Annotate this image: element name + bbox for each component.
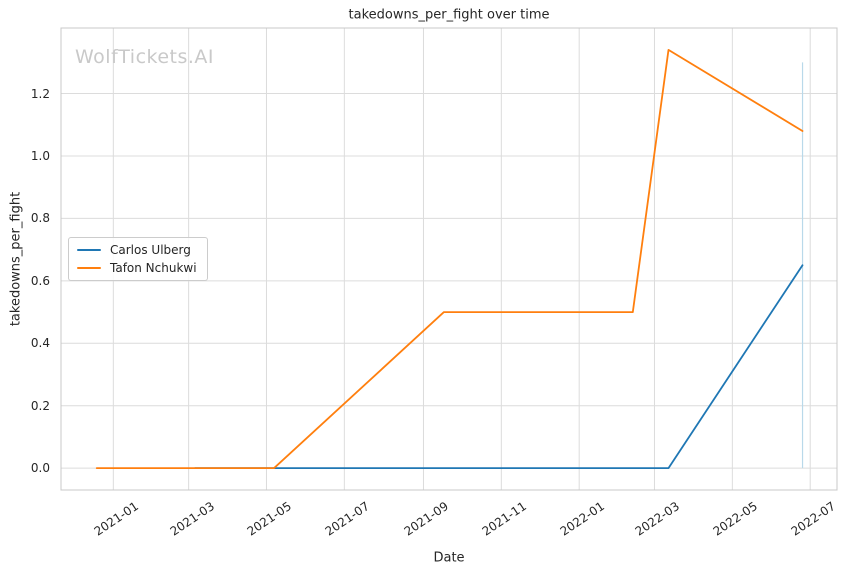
y-tick-label: 0.2 xyxy=(30,398,50,413)
legend-item: Carlos Ulberg xyxy=(77,243,197,257)
series-line-tafon-nchukwi xyxy=(95,49,804,470)
watermark-text: WolfTickets.AI xyxy=(75,46,215,68)
series-line-carlos-ulberg xyxy=(194,264,804,470)
x-axis-label: Date xyxy=(433,550,465,566)
y-tick-label: 0.0 xyxy=(30,461,50,476)
legend-label: Carlos Ulberg xyxy=(110,243,191,257)
legend: Carlos Ulberg Tafon Nchukwi xyxy=(68,237,208,281)
legend-line-tafon-nchukwi xyxy=(77,267,101,269)
y-tick-label: 1.0 xyxy=(30,148,50,163)
legend-item: Tafon Nchukwi xyxy=(77,261,197,275)
y-axis-label: takedowns_per_fight xyxy=(8,191,24,327)
legend-line-carlos-ulberg xyxy=(77,249,101,251)
y-tick-label: 1.2 xyxy=(30,86,50,101)
y-tick-label: 0.8 xyxy=(30,211,50,226)
legend-label: Tafon Nchukwi xyxy=(110,261,197,275)
y-tick-label: 0.4 xyxy=(30,336,50,351)
plot-border xyxy=(60,27,838,491)
y-tick-label: 0.6 xyxy=(30,273,50,288)
chart-title: takedowns_per_fight over time xyxy=(348,7,550,23)
